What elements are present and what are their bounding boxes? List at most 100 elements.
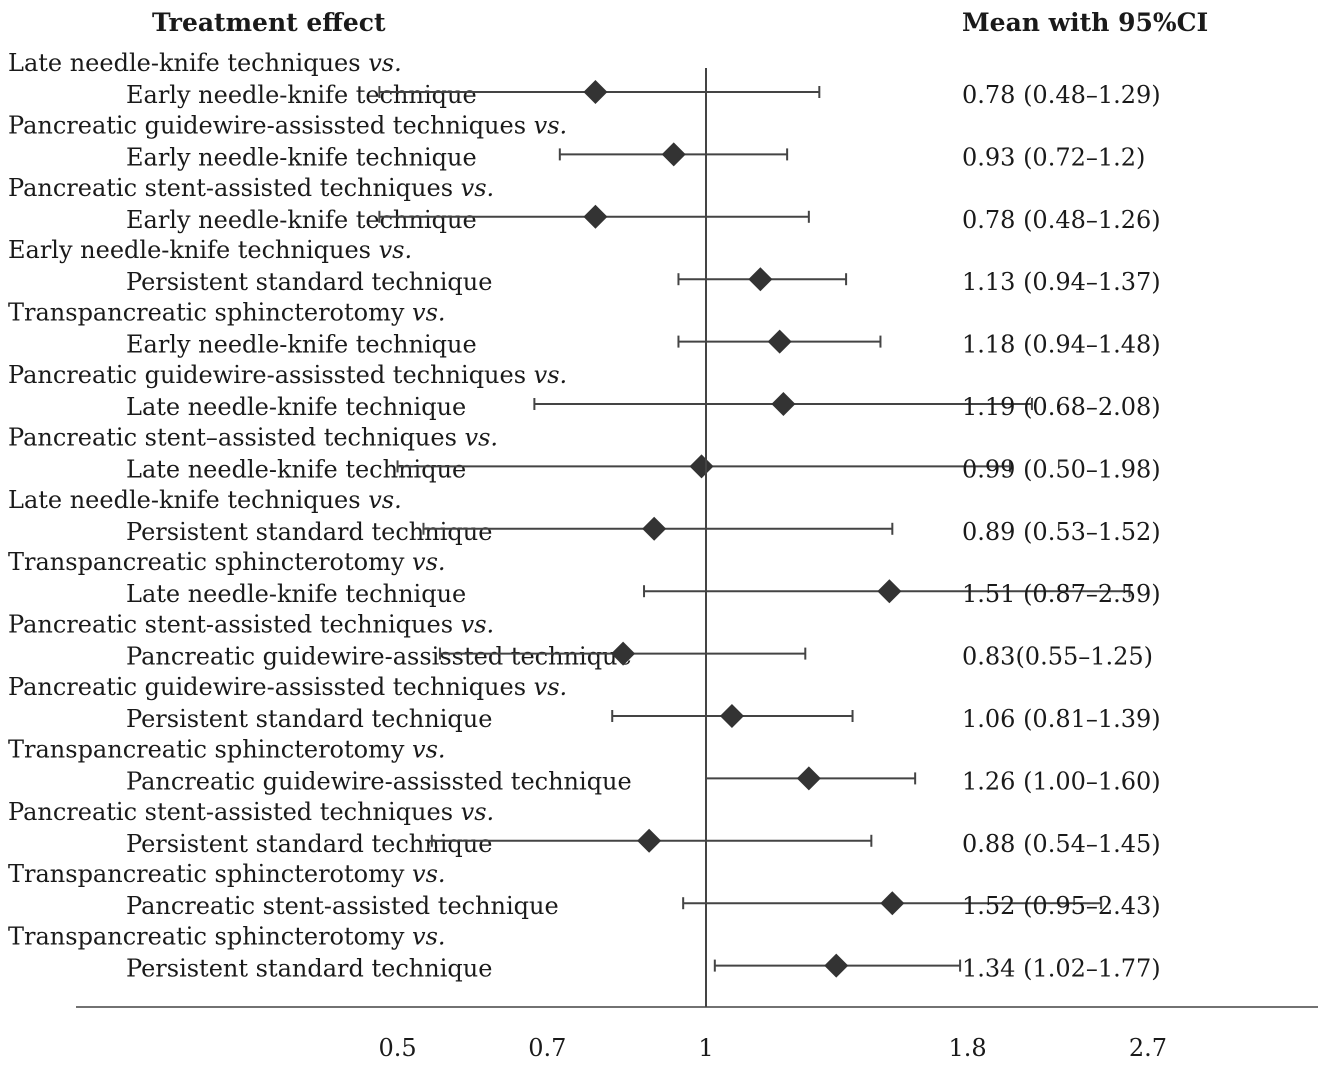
forest-row: Transpancreatic sphincterotomy vs. Pancre…: [8, 860, 1161, 920]
vs-label: vs.: [412, 860, 446, 888]
point-estimate-marker: [611, 641, 636, 666]
vs-label: vs.: [534, 111, 568, 139]
forest-row: Pancreatic guidewire-assissted technique…: [8, 111, 1145, 171]
ci-value-label: 1.51 (0.87–2.59): [962, 580, 1161, 608]
comparison-label-line2: Early needle-knife technique: [126, 206, 477, 234]
forest-row: Pancreatic stent-assisted techniques vs.…: [8, 174, 1161, 234]
point-estimate-marker: [877, 579, 902, 604]
point-estimate-marker: [767, 329, 792, 354]
comparison-label-line2: Persistent standard technique: [126, 518, 492, 546]
comparison-label-line1: Transpancreatic sphincterotomy vs.: [8, 735, 446, 763]
vs-label: vs.: [412, 923, 446, 951]
comparison-treatment: Pancreatic stent–assisted techniques: [8, 423, 465, 451]
comparison-treatment: Pancreatic guidewire-assissted technique…: [8, 673, 534, 701]
ci-value-label: 1.52 (0.95–2.43): [962, 892, 1161, 920]
point-estimate-marker: [748, 267, 773, 292]
forest-row: Transpancreatic sphincterotomy vs. Late n…: [8, 548, 1161, 608]
ci-value-label: 0.93 (0.72–1.2): [962, 143, 1145, 171]
rows-layer: Late needle-knife techniques vs.Early ne…: [8, 49, 1161, 983]
comparison-label-line2: Persistent standard technique: [126, 955, 492, 983]
comparison-label-line2: Late needle-knife technique: [126, 580, 466, 608]
vs-label: vs.: [465, 423, 499, 451]
comparison-label-line1: Early needle-knife techniques vs.: [8, 236, 412, 264]
ci-column-header: Mean with 95%CI: [962, 8, 1208, 37]
comparison-label-line1: Pancreatic guidewire-assissted technique…: [8, 673, 567, 701]
point-estimate-marker: [583, 204, 608, 229]
comparison-label-line1: Late needle-knife techniques vs.: [8, 49, 402, 77]
vs-label: vs.: [461, 174, 495, 202]
point-estimate-marker: [824, 953, 849, 978]
comparison-label-line1: Transpancreatic sphincterotomy vs.: [8, 548, 446, 576]
ci-value-label: 1.06 (0.81–1.39): [962, 705, 1161, 733]
comparison-treatment: Pancreatic stent-assisted techniques: [8, 611, 461, 639]
comparison-label-line2: Early needle-knife technique: [126, 331, 477, 359]
comparison-treatment: Transpancreatic sphincterotomy: [8, 923, 412, 951]
comparison-label-line2: Early needle-knife technique: [126, 81, 477, 109]
point-estimate-marker: [771, 392, 796, 416]
comparison-treatment: Pancreatic guidewire-assissted technique…: [8, 111, 534, 139]
forest-row: Transpancreatic sphincterotomy vs. Pancre…: [8, 735, 1161, 795]
comparison-label-line2: Early needle-knife technique: [126, 143, 477, 171]
comparison-label-line1: Pancreatic stent-assisted techniques vs.: [8, 174, 494, 202]
vs-label: vs.: [379, 236, 413, 264]
comparison-label-line1: Pancreatic stent-assisted techniques vs.: [8, 798, 494, 826]
point-estimate-marker: [689, 454, 714, 479]
comparison-treatment: Late needle-knife techniques: [8, 486, 368, 514]
point-estimate-marker: [637, 828, 662, 853]
comparison-treatment: Transpancreatic sphincterotomy: [8, 860, 412, 888]
vs-label: vs.: [534, 673, 568, 701]
x-tick-label: 0.5: [378, 1034, 416, 1062]
ci-value-label: 0.99 (0.50–1.98): [962, 455, 1161, 483]
comparison-label-line1: Pancreatic stent-assisted techniques vs.: [8, 611, 494, 639]
forest-row: Pancreatic stent-assisted techniques vs.…: [8, 611, 1153, 671]
ci-value-label: 0.78 (0.48–1.26): [962, 206, 1161, 234]
forest-row: Transpancreatic sphincterotomy vs. Early …: [8, 299, 1161, 359]
point-estimate-marker: [661, 142, 686, 167]
comparison-label-line2: Pancreatic guidewire-assissted technique: [126, 767, 632, 795]
forest-row: Pancreatic guidewire-assissted technique…: [8, 361, 1161, 421]
vs-label: vs.: [412, 548, 446, 576]
comparison-treatment: Transpancreatic sphincterotomy: [8, 735, 412, 763]
vs-label: vs.: [412, 299, 446, 327]
vs-label: vs.: [412, 735, 446, 763]
comparison-treatment: Transpancreatic sphincterotomy: [8, 299, 412, 327]
point-estimate-marker: [796, 766, 821, 791]
comparison-label-line1: Transpancreatic sphincterotomy vs.: [8, 299, 446, 327]
comparison-label-line2: Persistent standard technique: [126, 268, 492, 296]
vs-label: vs.: [461, 611, 495, 639]
comparison-treatment: Pancreatic guidewire-assissted technique…: [8, 361, 534, 389]
point-estimate-marker: [583, 80, 608, 104]
comparison-label-line1: Pancreatic guidewire-assissted technique…: [8, 361, 567, 389]
comparison-label-line1: Late needle-knife techniques vs.: [8, 486, 402, 514]
ci-value-label: 1.18 (0.94–1.48): [962, 331, 1161, 359]
forest-row: Pancreatic stent-assisted techniques vs.…: [8, 798, 1161, 858]
comparison-treatment: Pancreatic stent-assisted techniques: [8, 798, 461, 826]
comparison-label-line2: Late needle-knife technique: [126, 393, 466, 421]
comparison-label-line1: Transpancreatic sphincterotomy vs.: [8, 860, 446, 888]
comparison-label-line2: Persistent standard technique: [126, 705, 492, 733]
comparison-label-line2: Pancreatic stent-assisted technique: [126, 892, 559, 920]
forest-row: Pancreatic stent–assisted techniques vs.…: [8, 423, 1161, 483]
forest-row: Late needle-knife techniques vs. Persiste…: [8, 486, 1161, 546]
x-tick-label: 2.7: [1129, 1034, 1167, 1062]
ci-value-label: 1.19 (0.68–2.08): [962, 393, 1161, 421]
point-estimate-marker: [880, 891, 905, 916]
ci-value-label: 0.83(0.55–1.25): [962, 643, 1153, 671]
forest-row: Transpancreatic sphincterotomy vs. Persis…: [8, 923, 1161, 983]
point-estimate-marker: [719, 704, 744, 728]
forest-row: Pancreatic guidewire-assissted technique…: [8, 673, 1161, 733]
comparison-label-line2: Persistent standard technique: [126, 830, 492, 858]
ci-value-label: 1.13 (0.94–1.37): [962, 268, 1161, 296]
vs-label: vs.: [534, 361, 568, 389]
treatment-effect-header: Treatment effect: [152, 8, 386, 37]
vs-label: vs.: [368, 49, 402, 77]
ci-value-label: 1.26 (1.00–1.60): [962, 767, 1161, 795]
comparison-label-line1: Transpancreatic sphincterotomy vs.: [8, 923, 446, 951]
ci-value-label: 1.34 (1.02–1.77): [962, 955, 1161, 983]
comparison-treatment: Transpancreatic sphincterotomy: [8, 548, 412, 576]
x-axis: 0.5 0.7 1 1.8 2.7: [76, 68, 1318, 1062]
vs-label: vs.: [368, 486, 402, 514]
comparison-treatment: Early needle-knife techniques: [8, 236, 379, 264]
ci-value-label: 0.88 (0.54–1.45): [962, 830, 1161, 858]
